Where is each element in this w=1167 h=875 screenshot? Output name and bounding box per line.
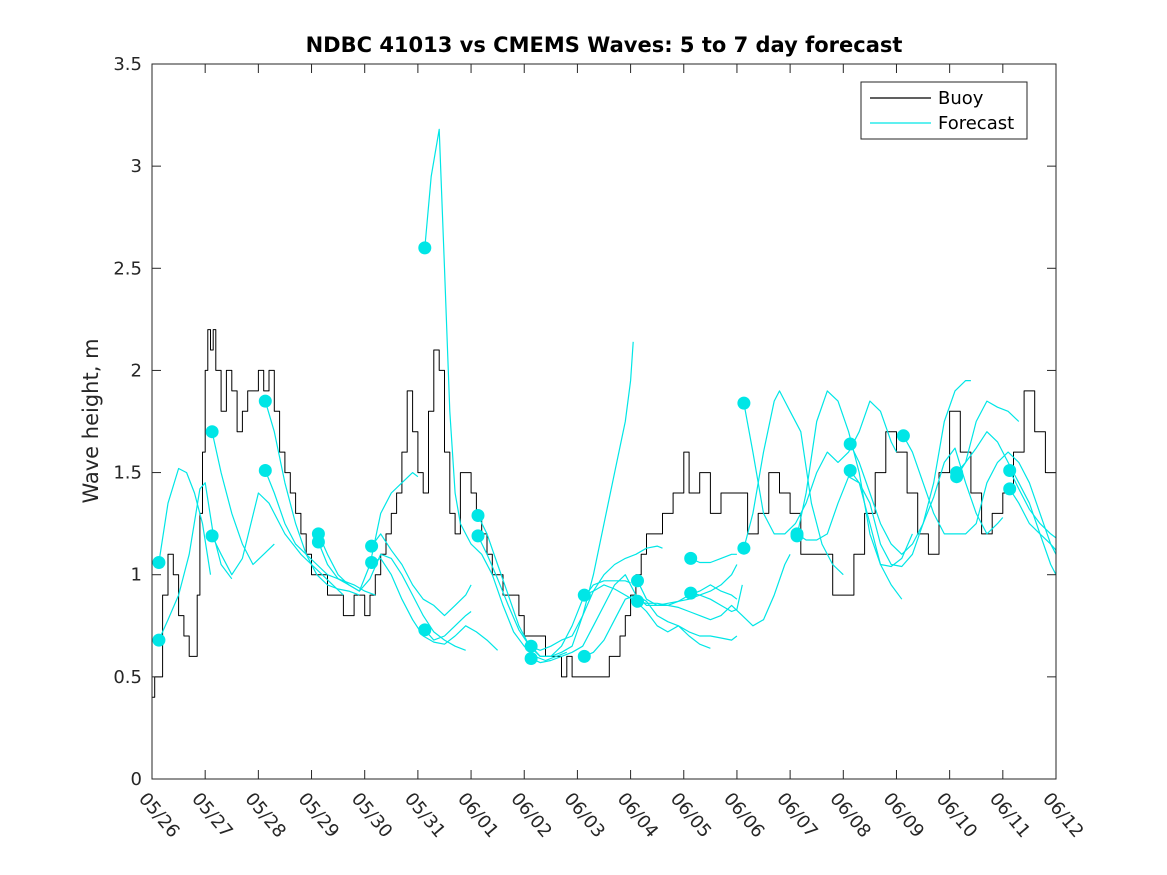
forecast-start-marker: [737, 396, 751, 410]
forecast-series-line-19: [636, 554, 791, 627]
forecast-start-marker: [631, 594, 644, 608]
forecast-start-marker: [737, 541, 751, 555]
forecast-series-line-14: [477, 535, 663, 651]
y-tick-label: 1: [131, 565, 142, 586]
forecast-series-line-9: [371, 533, 472, 617]
y-tick-label: 3: [131, 156, 142, 177]
forecast-start-marker: [471, 529, 485, 543]
forecast-series-line-29: [902, 435, 1056, 555]
forecast-series-line-31: [956, 431, 1056, 575]
forecast-series-line-24: [743, 390, 844, 576]
forecast-series-line-1: [158, 467, 212, 575]
legend: Buoy Forecast: [860, 81, 1028, 140]
forecast-start-marker: [152, 633, 166, 647]
forecast-series-line-5: [264, 470, 376, 596]
forecast-series-line-12: [424, 611, 472, 641]
forecast-series-line-27: [849, 443, 1004, 555]
forecast-series-line-10: [371, 557, 499, 651]
forecast-start-marker: [205, 425, 219, 439]
y-tick-label: 0.5: [113, 667, 142, 688]
forecast-series-line-23: [743, 400, 898, 535]
forecast-start-marker: [258, 394, 272, 408]
y-axis-label: Wave height, m: [79, 338, 103, 503]
forecast-start-marker: [258, 464, 272, 477]
y-tick-label: 0: [131, 769, 142, 790]
forecast-series-line-13: [477, 515, 631, 657]
forecast-start-marker: [1003, 482, 1017, 496]
chart-title: NDBC 41013 vs CMEMS Waves: 5 to 7 day fo…: [306, 33, 903, 57]
forecast-start-marker: [524, 639, 538, 653]
forecast-series-line-32: [1009, 470, 1056, 539]
forecast-start-marker: [950, 470, 964, 484]
forecast-start-marker: [365, 539, 379, 553]
forecast-start-marker: [843, 437, 857, 451]
forecast-start-marker: [152, 556, 166, 569]
forecast-start-marker: [577, 588, 591, 602]
forecast-start-marker: [577, 649, 591, 663]
legend-label: Buoy: [938, 88, 984, 109]
forecast-series-line-22: [690, 564, 738, 596]
forecast-series-line-18: [584, 584, 711, 649]
forecast-series-line-17: [584, 594, 738, 657]
y-tick-label: 3.5: [113, 54, 142, 75]
forecast-start-marker: [418, 241, 432, 255]
forecast-start-marker: [684, 551, 698, 565]
forecast-start-marker: [896, 429, 910, 443]
forecast-start-marker: [843, 464, 857, 477]
forecast-start-marker: [311, 535, 325, 549]
plot-clip-group: [152, 128, 1056, 698]
forecast-start-marker: [524, 652, 538, 665]
forecast-start-marker: [631, 574, 644, 588]
y-tick-label: 1.5: [113, 463, 142, 484]
axes-box: [151, 63, 1057, 780]
forecast-series-line-33: [1009, 488, 1056, 551]
forecast-series-line-4: [211, 492, 344, 596]
forecast-series-line-3: [211, 431, 275, 566]
forecast-start-marker: [684, 586, 698, 600]
forecast-start-marker: [1003, 464, 1017, 477]
forecast-series-line-21: [690, 553, 737, 564]
legend-box: [860, 81, 1028, 140]
y-tick-label: 2: [131, 360, 142, 381]
forecast-start-marker: [205, 529, 219, 543]
forecast-series-line-2: [158, 482, 233, 641]
forecast-start-marker: [365, 556, 379, 569]
forecast-series-line-28: [849, 380, 971, 568]
plot-area: [152, 128, 1056, 698]
forecast-start-marker: [790, 529, 804, 543]
legend-label: Forecast: [938, 113, 1014, 134]
forecast-start-marker: [418, 623, 432, 637]
y-tick-label: 2.5: [113, 258, 142, 279]
forecast-start-marker: [471, 509, 485, 522]
forecast-series-line-6: [264, 400, 360, 596]
